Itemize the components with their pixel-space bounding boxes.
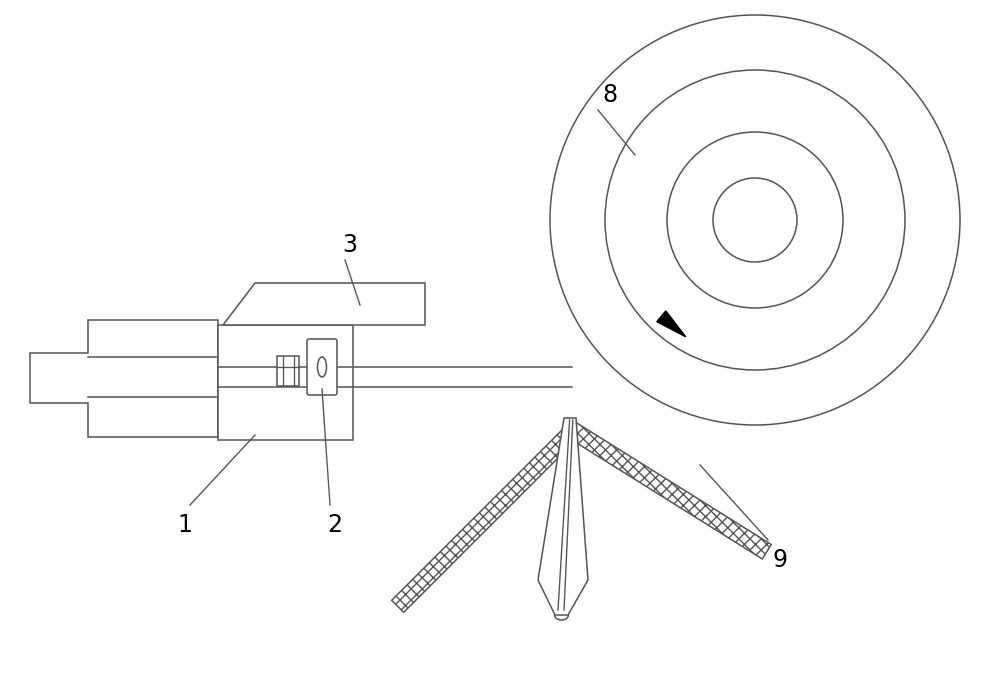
Polygon shape: [223, 283, 425, 325]
Text: 3: 3: [342, 233, 358, 257]
Polygon shape: [30, 320, 218, 437]
Text: 1: 1: [178, 513, 192, 537]
Polygon shape: [392, 420, 584, 612]
FancyBboxPatch shape: [307, 339, 337, 395]
Text: 8: 8: [602, 83, 618, 107]
Polygon shape: [657, 311, 686, 337]
Text: 2: 2: [328, 513, 342, 537]
Polygon shape: [563, 420, 771, 559]
Polygon shape: [277, 356, 299, 386]
Text: 9: 9: [772, 548, 788, 572]
Ellipse shape: [318, 357, 326, 377]
Polygon shape: [538, 418, 588, 615]
Polygon shape: [218, 325, 353, 440]
